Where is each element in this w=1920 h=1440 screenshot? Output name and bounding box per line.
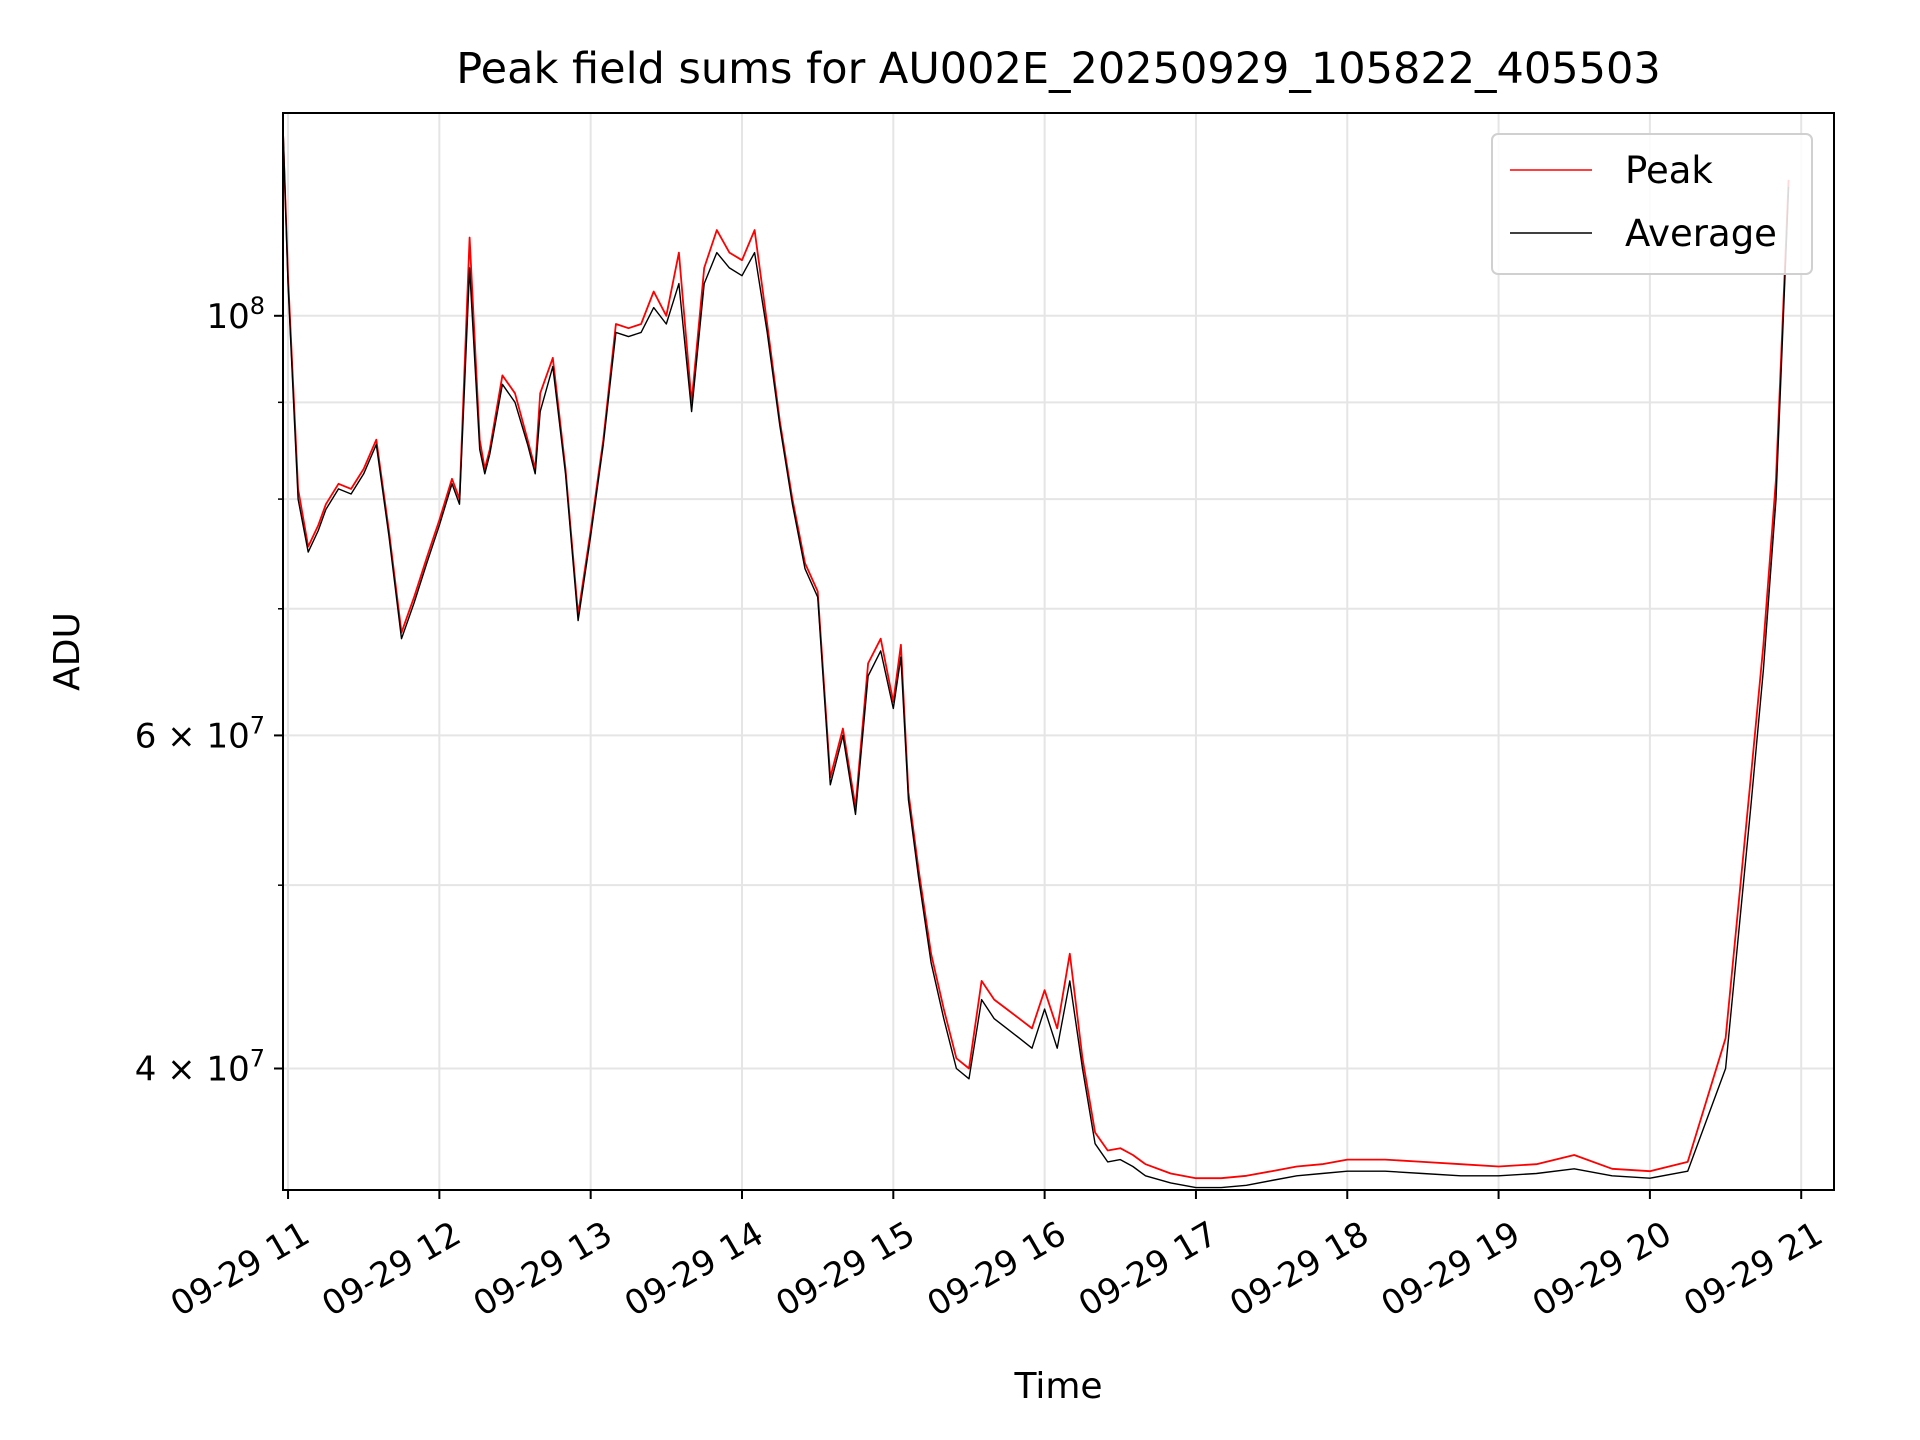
x-tick-label: 09-29 20: [1526, 1214, 1678, 1325]
series-line-peak: [283, 132, 1790, 1180]
x-axis-title: Time: [1013, 1366, 1102, 1407]
series-line-average: [283, 125, 1790, 1189]
legend: Peak Average: [1491, 133, 1813, 275]
x-tick-label: 09-29 16: [921, 1214, 1073, 1325]
series-layer: [283, 125, 1790, 1189]
x-tick-label: 09-29 19: [1375, 1214, 1527, 1325]
x-tick-label: 09-29 18: [1223, 1214, 1375, 1325]
legend-label-peak: Peak: [1625, 149, 1713, 192]
x-tick-label: 09-29 12: [315, 1214, 467, 1325]
x-tick-label: 09-29 17: [1072, 1214, 1224, 1325]
y-tick-label: 108: [206, 292, 265, 337]
x-tick-label: 09-29 11: [164, 1214, 316, 1325]
x-tick-label: 09-29 14: [618, 1214, 770, 1325]
x-tick-label: 09-29 21: [1677, 1214, 1829, 1325]
x-tick-label: 09-29 15: [769, 1214, 921, 1325]
legend-box: [1491, 133, 1813, 275]
y-tick-label: 4 × 107: [135, 1044, 265, 1089]
chart-title: Peak field sums for AU002E_20250929_1058…: [456, 44, 1660, 94]
axes-frame: [282, 112, 1835, 1191]
y-axis-title: ADU: [47, 612, 88, 691]
legend-label-average: Average: [1625, 212, 1777, 255]
x-tick-label: 09-29 13: [467, 1214, 619, 1325]
y-tick-label: 6 × 107: [135, 711, 265, 756]
grid: [283, 113, 1834, 1190]
